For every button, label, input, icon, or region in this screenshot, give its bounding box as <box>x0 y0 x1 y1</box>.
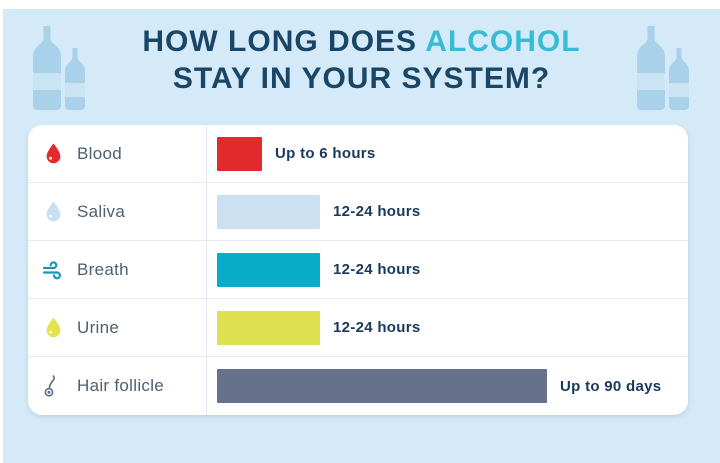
duration-value: 12-24 hours <box>333 261 421 278</box>
saliva-drop-icon <box>41 200 65 224</box>
duration-bar <box>217 252 320 287</box>
title-line1-highlight: ALCOHOL <box>425 25 581 58</box>
bar-cell: 12-24 hours <box>207 183 688 240</box>
row-label: Hair follicle <box>77 376 165 395</box>
label-cell: Urine <box>28 299 207 356</box>
row-label: Breath <box>77 259 129 279</box>
bottles-icon <box>33 26 85 110</box>
bar-cell: Up to 90 days <box>207 357 688 415</box>
hair-follicle-icon <box>41 374 65 398</box>
page-title: HOW LONG DOES ALCOHOL STAY IN YOUR SYSTE… <box>93 23 630 97</box>
blood-drop-icon <box>41 142 65 166</box>
bar-cell: 12-24 hours <box>207 299 688 356</box>
duration-value: Up to 90 days <box>560 377 662 395</box>
table-row-hair-follicle: Hair follicle Up to 90 days <box>28 357 688 415</box>
label-cell: Hair follicle <box>28 357 207 415</box>
table-row-breath: Breath 12-24 hours <box>28 241 688 299</box>
table-row-urine: Urine 12-24 hours <box>28 299 688 357</box>
title-line2: STAY IN YOUR SYSTEM? <box>172 62 551 95</box>
header: HOW LONG DOES ALCOHOL STAY IN YOUR SYSTE… <box>3 9 720 121</box>
breath-wind-icon <box>41 258 65 282</box>
duration-table: Blood Up to 6 hours Saliva 12-24 hours <box>28 125 688 415</box>
label-cell: Blood <box>28 125 207 182</box>
row-label: Saliva <box>77 201 126 221</box>
table-row-saliva: Saliva 12-24 hours <box>28 183 688 241</box>
bar-cell: Up to 6 hours <box>207 125 688 182</box>
duration-bar <box>217 136 262 171</box>
duration-value: 12-24 hours <box>333 203 421 220</box>
urine-drop-icon <box>41 316 65 340</box>
duration-value: Up to 6 hours <box>275 145 376 162</box>
duration-bar <box>217 310 320 345</box>
duration-value: 12-24 hours <box>333 319 421 336</box>
row-label: Blood <box>77 143 122 163</box>
row-label: Urine <box>77 317 120 337</box>
label-cell: Breath <box>28 241 207 298</box>
label-cell: Saliva <box>28 183 207 240</box>
table-row-blood: Blood Up to 6 hours <box>28 125 688 183</box>
bar-cell: 12-24 hours <box>207 241 688 298</box>
title-line1-prefix: HOW LONG DOES <box>142 25 426 58</box>
duration-bar <box>217 194 320 229</box>
bottles-icon <box>637 26 689 110</box>
duration-bar <box>217 369 547 403</box>
